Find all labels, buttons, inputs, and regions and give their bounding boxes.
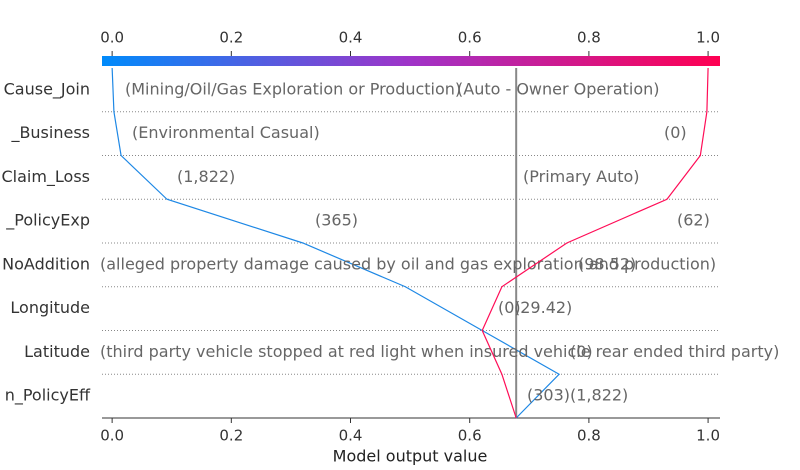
feature-name: NoAddition	[2, 254, 90, 273]
feature-value-label: (Auto - Owner Operation)	[457, 79, 660, 98]
feature-value-label: (62)	[677, 211, 710, 230]
feature-value-label: (98.52)	[578, 254, 636, 273]
colorbar	[102, 56, 720, 66]
feature-value-label: (29.42)	[514, 298, 572, 317]
feature-name: Latitude	[24, 342, 90, 361]
feature-value-label: (365)	[315, 211, 358, 230]
feature-value-label: (third party vehicle stopped at red ligh…	[100, 342, 779, 361]
feature-name: Longitude	[10, 298, 90, 317]
x-tick-label: 0.0	[100, 427, 124, 445]
feature-name: _Business	[10, 123, 90, 143]
x-tick-label: 0.6	[458, 427, 482, 445]
feature-value-label: (0)	[498, 298, 521, 317]
feature-value-label: (Mining/Oil/Gas Exploration or Productio…	[125, 79, 461, 98]
feature-value-label: (Environmental Casual)	[132, 123, 320, 142]
colorbar-tick-label: 1.0	[696, 29, 720, 47]
x-tick-label: 0.2	[219, 427, 243, 445]
feature-name: _PolicyExp	[5, 211, 90, 231]
x-tick-label: 1.0	[696, 427, 720, 445]
decision-line	[481, 67, 709, 419]
x-tick-label: 0.8	[577, 427, 601, 445]
feature-name: Cause_Join	[4, 79, 90, 99]
colorbar-tick-label: 0.8	[577, 29, 601, 47]
colorbar-tick-label: 0.0	[100, 29, 124, 47]
x-axis-label: Model output value	[333, 447, 488, 466]
feature-value-label: (0)	[664, 123, 687, 142]
feature-value-label: (1,822)	[177, 167, 235, 186]
feature-value-label: (1,822)	[570, 386, 628, 405]
feature-value-label: (0)	[570, 342, 593, 361]
feature-value-label: (Primary Auto)	[523, 167, 640, 186]
feature-name: n_PolicyEff	[5, 386, 91, 406]
colorbar-tick-label: 0.4	[339, 29, 363, 47]
feature-value-label: (alleged property damage caused by oil a…	[100, 254, 716, 273]
colorbar-tick-label: 0.6	[458, 29, 482, 47]
decision-line	[111, 67, 561, 419]
feature-name: Claim_Loss	[1, 167, 90, 187]
x-tick-label: 0.4	[339, 427, 363, 445]
feature-value-label: (303)	[527, 386, 570, 405]
colorbar-tick-label: 0.2	[219, 29, 243, 47]
